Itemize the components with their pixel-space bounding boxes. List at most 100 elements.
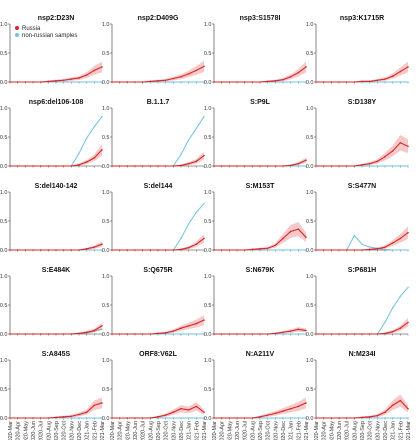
x-tick-label: 2020-May [23,421,29,440]
point-non-russian [353,234,356,237]
x-tick-label: 2021-Jan [391,421,397,440]
point-russia [24,333,27,335]
point-russia [149,80,152,83]
point-russia [70,165,73,167]
point-russia [220,417,223,419]
point-russia [266,414,269,416]
point-russia [228,417,231,419]
point-russia [62,333,65,335]
panel-title: N:M234I [349,351,376,358]
point-russia [353,165,356,167]
confidence-band-russia [214,61,306,82]
point-russia [111,333,113,335]
point-non-russian [266,417,269,419]
point-russia [203,319,205,321]
point-russia [85,74,88,76]
point-russia [213,417,215,419]
panel-title: N:A211V [246,351,275,358]
point-russia [243,249,246,251]
point-russia [259,81,261,83]
point-russia [9,81,11,83]
confidence-band-russia [112,60,204,82]
point-russia [55,165,57,167]
point-russia [251,81,254,83]
point-russia [236,165,238,167]
point-russia [353,417,356,419]
point-russia [376,414,379,417]
point-russia [85,411,88,414]
subplot: B.1.1.7 0.0 0.5 1.0 [102,99,205,170]
point-russia [243,417,246,419]
point-russia [47,417,50,419]
y-tick-label: 0.5 [306,219,314,225]
point-russia [9,165,11,167]
point-russia [195,322,198,325]
series-line-russia [10,149,103,167]
x-tick-label: 2020-Sep [54,421,60,440]
point-russia [24,249,27,251]
x-tick-label: 2020-Mar [212,421,218,440]
point-russia [289,75,292,78]
point-non-russian [203,81,205,83]
point-russia [361,80,363,83]
point-non-russian [361,165,363,167]
point-russia [78,249,80,251]
y-tick-label: 0.0 [102,164,110,170]
point-russia [361,249,363,251]
y-tick-label: 0.5 [204,51,212,57]
point-russia [384,155,386,158]
point-russia [361,416,363,419]
legend-label: non-russian samples [22,33,77,39]
point-non-russian [297,333,300,335]
point-non-russian [195,127,198,129]
point-non-russian [85,417,88,419]
point-non-russian [399,81,402,83]
point-non-russian [172,417,175,419]
x-tick-label: 2020-Apr [322,421,328,440]
subplot: N:A211V 0.0 0.5 1.0 2020-Mar 2020-Apr 2020-May… [204,351,310,440]
y-tick-label: 0.5 [0,51,8,57]
x-tick-label: 2020-Jul [39,421,45,440]
point-russia [399,399,402,402]
point-non-russian [274,417,277,419]
point-non-russian [399,417,402,419]
point-russia [251,165,254,167]
point-russia [111,165,113,167]
point-russia [368,248,371,251]
point-russia [180,75,182,78]
point-non-russian [195,211,198,213]
x-tick-label: 2021-Mar [100,421,106,440]
point-non-russian [282,417,284,419]
y-tick-label: 0.5 [306,135,314,141]
point-non-russian [282,81,284,83]
point-russia [126,81,129,83]
point-russia [24,417,27,419]
point-non-russian [78,81,80,83]
x-tick-label: 2020-Nov [171,421,177,440]
point-russia [70,249,73,251]
point-non-russian [384,417,386,419]
point-russia [376,79,379,82]
point-russia [243,165,246,167]
panel-title: nsp2:D23N [38,15,75,22]
subplot: S:S477N 0.0 0.5 1.0 [306,183,409,254]
point-russia [353,249,356,251]
point-non-russian [305,249,307,251]
point-russia [134,333,136,335]
point-russia [16,417,19,419]
y-tick-label: 1.0 [306,22,314,28]
point-russia [32,417,34,419]
confidence-band-russia [214,157,306,166]
point-non-russian [101,116,103,118]
point-russia [47,333,50,335]
confidence-band-russia [112,315,204,334]
point-non-russian [62,81,65,83]
point-russia [101,325,103,327]
point-russia [180,164,182,167]
point-russia [55,333,57,335]
panel-title: S:P681H [348,267,376,274]
x-tick-label: 2020-Nov [273,421,279,440]
point-non-russian [289,81,292,83]
point-russia [361,164,363,166]
point-russia [93,404,96,407]
